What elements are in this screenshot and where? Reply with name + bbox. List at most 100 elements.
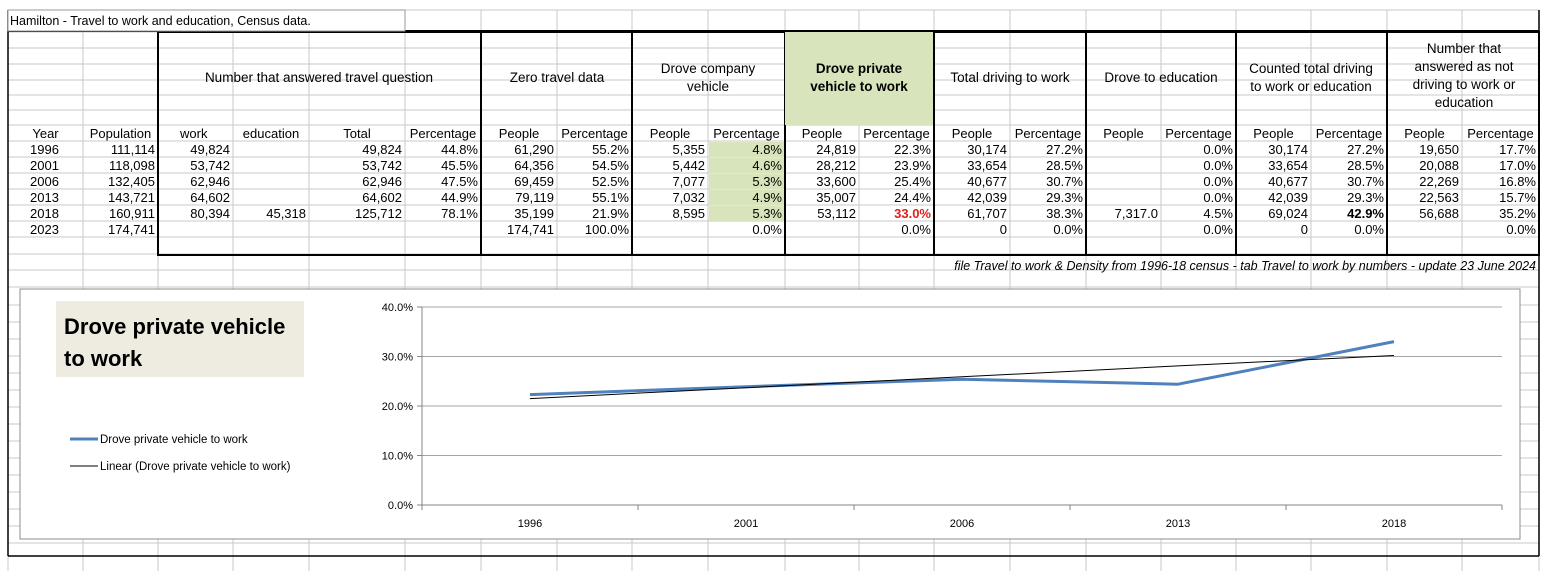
- table-cell[interactable]: 30,174: [1268, 142, 1308, 157]
- table-cell[interactable]: 7,077: [672, 174, 705, 189]
- table-cell[interactable]: 24,819: [816, 142, 856, 157]
- table-cell[interactable]: 61,707: [967, 206, 1007, 221]
- table-cell[interactable]: 111,114: [111, 142, 155, 157]
- table-cell[interactable]: 33,654: [1268, 158, 1308, 173]
- table-cell[interactable]: 40,677: [1268, 174, 1308, 189]
- table-cell[interactable]: 42,039: [1268, 190, 1308, 205]
- table-cell[interactable]: 0.0%: [1354, 222, 1384, 237]
- table-cell[interactable]: 62,946: [190, 174, 230, 189]
- table-cell[interactable]: 4.6%: [752, 158, 782, 173]
- table-cell[interactable]: 23.9%: [894, 158, 931, 173]
- table-cell[interactable]: 2001: [30, 158, 59, 173]
- table-cell[interactable]: 47.5%: [441, 174, 478, 189]
- table-cell[interactable]: 28.5%: [1046, 158, 1083, 173]
- table-cell[interactable]: 42,039: [967, 190, 1007, 205]
- table-cell[interactable]: 0.0%: [1203, 174, 1233, 189]
- table-cell[interactable]: 79,119: [515, 190, 554, 205]
- table-cell[interactable]: 174,741: [108, 222, 155, 237]
- table-cell[interactable]: 35,007: [816, 190, 856, 205]
- table-cell[interactable]: 125,712: [355, 206, 402, 221]
- table-cell[interactable]: 49,824: [362, 142, 402, 157]
- table-cell[interactable]: 4.5%: [1203, 206, 1233, 221]
- table-cell[interactable]: 53,742: [190, 158, 230, 173]
- table-cell[interactable]: 17.7%: [1499, 142, 1536, 157]
- table-cell[interactable]: 132,405: [108, 174, 155, 189]
- table-cell[interactable]: 0.0%: [752, 222, 782, 237]
- table-cell[interactable]: 44.8%: [441, 142, 478, 157]
- table-cell[interactable]: 38.3%: [1046, 206, 1083, 221]
- table-cell[interactable]: 24.4%: [894, 190, 931, 205]
- table-cell[interactable]: 4.9%: [752, 190, 782, 205]
- table-cell[interactable]: 30.7%: [1046, 174, 1083, 189]
- table-cell[interactable]: 22,269: [1419, 174, 1459, 189]
- table-cell[interactable]: 1996: [30, 142, 59, 157]
- table-cell[interactable]: 53,742: [362, 158, 402, 173]
- table-cell[interactable]: 0.0%: [1203, 222, 1233, 237]
- table-cell[interactable]: 5.3%: [752, 206, 782, 221]
- table-cell[interactable]: 5,355: [672, 142, 705, 157]
- table-cell[interactable]: 7,032: [672, 190, 705, 205]
- table-cell[interactable]: 35,199: [514, 206, 554, 221]
- table-cell[interactable]: 0: [1000, 222, 1007, 237]
- table-cell[interactable]: 64,602: [190, 190, 230, 205]
- table-cell[interactable]: 40,677: [967, 174, 1007, 189]
- table-cell[interactable]: 100.0%: [585, 222, 630, 237]
- table-cell[interactable]: 28.5%: [1347, 158, 1384, 173]
- table-cell[interactable]: 53,112: [817, 206, 856, 221]
- table-cell[interactable]: 27.2%: [1347, 142, 1384, 157]
- table-cell[interactable]: 8,595: [672, 206, 705, 221]
- table-cell[interactable]: 78.1%: [441, 206, 478, 221]
- table-cell[interactable]: 0.0%: [1203, 158, 1233, 173]
- table-cell[interactable]: 30.7%: [1347, 174, 1384, 189]
- table-cell[interactable]: 17.0%: [1499, 158, 1536, 173]
- table-cell[interactable]: 118,098: [109, 158, 155, 173]
- table-cell[interactable]: 61,290: [514, 142, 554, 157]
- table-cell[interactable]: 21.9%: [592, 206, 629, 221]
- table-cell[interactable]: 0: [1301, 222, 1308, 237]
- table-cell[interactable]: 49,824: [190, 142, 230, 157]
- table-cell[interactable]: 7,317.0: [1115, 206, 1158, 221]
- table-cell[interactable]: 2023: [30, 222, 59, 237]
- table-cell[interactable]: 33,600: [816, 174, 856, 189]
- table-cell[interactable]: 16.8%: [1499, 174, 1536, 189]
- table-cell[interactable]: 15.7%: [1499, 190, 1536, 205]
- table-cell[interactable]: 0.0%: [1203, 190, 1233, 205]
- table-cell[interactable]: 20,088: [1419, 158, 1459, 173]
- table-cell[interactable]: 5.3%: [752, 174, 782, 189]
- table-cell[interactable]: 44.9%: [441, 190, 478, 205]
- table-cell[interactable]: 19,650: [1419, 142, 1459, 157]
- table-cell[interactable]: 33.0%: [894, 206, 931, 221]
- table-cell[interactable]: 0.0%: [1506, 222, 1536, 237]
- table-cell[interactable]: 0.0%: [1053, 222, 1083, 237]
- table-cell[interactable]: 0.0%: [901, 222, 931, 237]
- table-cell[interactable]: 174,741: [507, 222, 554, 237]
- table-cell[interactable]: 22,563: [1419, 190, 1459, 205]
- table-cell[interactable]: 25.4%: [894, 174, 931, 189]
- table-cell[interactable]: 52.5%: [592, 174, 629, 189]
- table-cell[interactable]: 42.9%: [1347, 206, 1384, 221]
- table-cell[interactable]: 69,459: [514, 174, 554, 189]
- table-cell[interactable]: 29.3%: [1046, 190, 1083, 205]
- table-cell[interactable]: 0.0%: [1203, 142, 1233, 157]
- table-cell[interactable]: 55.1%: [592, 190, 629, 205]
- table-cell[interactable]: 28,212: [816, 158, 856, 173]
- table-cell[interactable]: 29.3%: [1347, 190, 1384, 205]
- table-cell[interactable]: 69,024: [1268, 206, 1308, 221]
- table-cell[interactable]: 30,174: [967, 142, 1007, 157]
- table-cell[interactable]: 62,946: [362, 174, 402, 189]
- table-cell[interactable]: 56,688: [1419, 206, 1459, 221]
- table-cell[interactable]: 35.2%: [1499, 206, 1536, 221]
- table-cell[interactable]: 80,394: [190, 206, 230, 221]
- table-cell[interactable]: 2018: [30, 206, 59, 221]
- table-cell[interactable]: 55.2%: [592, 142, 629, 157]
- table-cell[interactable]: 4.8%: [752, 142, 782, 157]
- table-cell[interactable]: 64,602: [362, 190, 402, 205]
- chart[interactable]: Drove private vehicle to work 0.0% 10.0% 2…: [19, 288, 1521, 540]
- table-cell[interactable]: 45.5%: [441, 158, 478, 173]
- table-cell[interactable]: 45,318: [266, 206, 306, 221]
- table-cell[interactable]: 64,356: [514, 158, 554, 173]
- table-cell[interactable]: 160,911: [109, 206, 155, 221]
- table-cell[interactable]: 27.2%: [1046, 142, 1083, 157]
- table-cell[interactable]: 5,442: [672, 158, 705, 173]
- table-cell[interactable]: 2013: [30, 190, 59, 205]
